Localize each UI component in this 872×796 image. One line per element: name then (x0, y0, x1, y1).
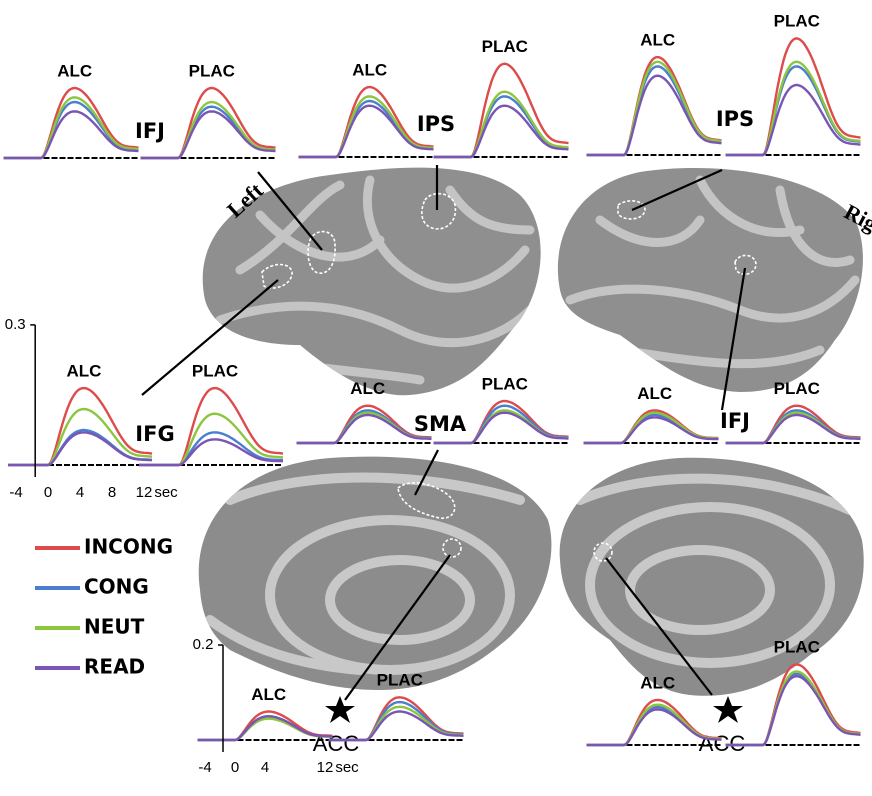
x-tick-label: 12 (317, 759, 334, 776)
response-curve (3, 110, 139, 160)
y-tick-label: 0.3 (5, 316, 26, 333)
response-curve (583, 413, 719, 445)
response-curve (725, 674, 861, 747)
response-curve (3, 100, 139, 160)
panel-label: PLAC (377, 671, 423, 690)
brain-right-lateral (557, 168, 863, 392)
response-curve (140, 110, 276, 160)
legend-label: CONG (84, 575, 149, 599)
x-tick-label: -4 (198, 759, 211, 776)
panel-label: ALC (637, 384, 672, 403)
x-tick-label: 0 (44, 484, 52, 501)
response-curve (586, 65, 722, 157)
y-tick-label: 0.2 (193, 636, 214, 653)
panel-label: ALC (350, 379, 385, 398)
connector-lines (141, 165, 747, 701)
brain-right-medial (559, 457, 864, 696)
response-curve (725, 83, 861, 157)
region-label: IFG (135, 422, 174, 446)
region-label: SMA (414, 412, 467, 436)
legend-label: INCONG (84, 535, 173, 559)
panel-label: PLAC (774, 638, 820, 657)
x-unit: sec (154, 484, 178, 501)
response-curve (8, 431, 153, 467)
x-tick-label: 4 (76, 484, 84, 501)
response-curve (298, 99, 434, 159)
response-curve (328, 710, 464, 742)
panel-label: ALC (352, 60, 387, 79)
response-curve (197, 715, 333, 742)
region-label: IPS (417, 112, 455, 136)
panel-label: PLAC (482, 374, 528, 393)
response-curve (586, 74, 722, 157)
region-label: IFJ (135, 119, 165, 143)
panel-label: ALC (640, 30, 675, 49)
response-curve (296, 411, 432, 445)
x-tick-label: 0 (231, 759, 239, 776)
region-label: IPS (716, 107, 754, 131)
legend-label: NEUT (84, 615, 145, 639)
star (325, 696, 355, 723)
x-tick-label: 4 (261, 759, 269, 776)
panel-label: PLAC (774, 12, 820, 31)
panel-label: PLAC (774, 379, 820, 398)
roi-outlines (261, 192, 757, 562)
region-label: ACC (699, 731, 746, 756)
response-curve (433, 104, 569, 159)
response-curve (139, 438, 284, 467)
response-curve (725, 413, 861, 445)
panel-label: ALC (251, 685, 286, 704)
star (713, 696, 743, 723)
legend-label: READ (84, 655, 145, 679)
x-tick-label: -4 (9, 484, 22, 501)
panel-label: ALC (67, 361, 102, 380)
x-unit: sec (335, 759, 359, 776)
panel-label: PLAC (482, 37, 528, 56)
response-curve (298, 104, 434, 159)
response-curve (586, 55, 722, 157)
response-curve (586, 708, 722, 747)
brain-left-medial (198, 456, 552, 690)
panel-label: PLAC (189, 61, 235, 80)
panel-label: ALC (57, 61, 92, 80)
brain-surfaces (141, 165, 864, 723)
x-tick-label: 8 (108, 484, 116, 501)
response-curve (296, 413, 432, 445)
response-curve (433, 411, 569, 445)
region-label: IFJ (720, 409, 750, 433)
x-tick-label: 12 (136, 484, 153, 501)
panel-label: ALC (640, 673, 675, 692)
response-curve (725, 37, 861, 157)
response-curve (583, 416, 719, 445)
panel-label: PLAC (192, 361, 238, 380)
